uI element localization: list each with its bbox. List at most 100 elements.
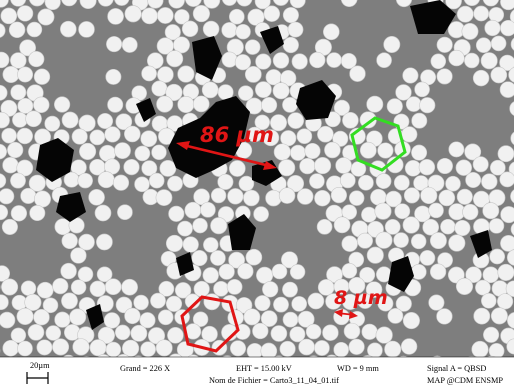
fiber-section: [395, 295, 412, 312]
fiber-section: [112, 174, 130, 191]
fiber-section: [60, 20, 77, 38]
fiber-section: [89, 129, 106, 146]
small-measure-label: 8 µm: [334, 287, 388, 309]
fiber-section: [270, 325, 288, 342]
fiber-section: [7, 141, 24, 159]
fiber-section: [134, 176, 150, 193]
fiber-section: [357, 232, 373, 249]
fiber-section: [24, 293, 42, 311]
fiber-section: [63, 171, 80, 188]
fiber-section: [429, 263, 447, 280]
fiber-section: [96, 266, 113, 283]
fiber-section: [192, 95, 210, 113]
fiber-section: [489, 248, 506, 265]
fiber-section: [475, 37, 492, 53]
fiber-section: [455, 159, 472, 176]
fiber-section: [33, 308, 50, 326]
fiber-section: [156, 95, 174, 113]
fiber-section: [247, 8, 265, 26]
fiber-section: [213, 280, 229, 297]
fiber-section: [0, 23, 6, 38]
fiber-section: [273, 143, 291, 161]
fiber-section: [27, 323, 45, 341]
fiber-section: [440, 218, 456, 235]
fiber-section: [376, 52, 392, 68]
fiber-section: [499, 171, 514, 188]
fiber-section: [200, 201, 216, 218]
fiber-section: [157, 66, 174, 83]
fiber-section: [94, 204, 112, 222]
fiber-section: [115, 296, 133, 314]
fiber-section: [26, 21, 43, 38]
fiber-section: [0, 51, 10, 69]
fiber-section: [473, 307, 491, 325]
fiber-section: [10, 205, 28, 222]
fiber-section: [237, 85, 254, 101]
fiber-section: [256, 266, 274, 284]
fiber-section: [16, 159, 34, 177]
fiber-section: [97, 0, 114, 7]
fiber-section: [10, 327, 27, 344]
fiber-section: [8, 21, 26, 39]
fiber-section: [20, 187, 37, 204]
fiber-section: [79, 0, 97, 9]
fiber-section: [192, 217, 208, 234]
fiber-section: [291, 296, 308, 312]
fiber-section: [44, 115, 61, 132]
fiber-section: [438, 189, 456, 207]
fiber-section: [377, 142, 394, 159]
fiber-section: [173, 36, 190, 54]
fiber-section: [472, 156, 489, 173]
fiber-section: [281, 251, 298, 269]
fiber-section: [490, 35, 507, 52]
fiber-section: [0, 84, 8, 101]
fiber-section: [243, 189, 260, 207]
fiber-section: [405, 96, 422, 112]
fiber-section: [139, 312, 156, 329]
fiber-section: [79, 142, 97, 160]
fiber-section: [326, 52, 342, 68]
fiber-section: [436, 68, 453, 85]
fiber-section: [430, 53, 447, 70]
fiber-section: [260, 342, 278, 357]
fiber-section: [114, 0, 130, 6]
fiber-section: [61, 292, 78, 310]
fiber-section: [252, 322, 269, 340]
fiber-section: [254, 0, 271, 10]
fiber-section: [203, 237, 219, 253]
fiber-section: [361, 206, 377, 223]
fiber-section: [115, 113, 133, 131]
fiber-section: [192, 311, 209, 327]
fiber-section: [97, 171, 115, 189]
fiber-section: [343, 322, 361, 340]
fiber-section: [255, 81, 272, 98]
fiber-section: [330, 187, 348, 204]
porosity-void: [410, 0, 456, 34]
fiber-section: [326, 354, 338, 357]
fiber-section: [226, 279, 243, 295]
fiber-section: [348, 338, 365, 355]
fiber-section: [271, 263, 288, 280]
fiber-section: [16, 5, 34, 22]
fiber-section: [289, 144, 307, 161]
fiber-section: [19, 39, 36, 57]
fiber-section: [141, 160, 158, 177]
fiber-section: [419, 250, 436, 266]
fiber-section: [500, 235, 514, 252]
fiber-section: [272, 82, 290, 100]
fiber-section: [305, 323, 322, 340]
fiber-section: [96, 233, 113, 251]
fiber-section: [418, 159, 436, 176]
fiber-section: [235, 297, 253, 314]
working-distance-readout: WD = 9 mm: [337, 364, 379, 373]
fiber-section: [500, 206, 514, 224]
fiber-section: [359, 141, 377, 159]
fiber-section: [165, 83, 183, 101]
fiber-section: [36, 281, 54, 299]
fiber-section: [489, 159, 506, 176]
fiber-section: [414, 81, 430, 98]
fiber-section: [402, 67, 419, 84]
porosity-void: [260, 26, 284, 54]
fiber-section: [96, 295, 114, 313]
fiber-section: [42, 297, 59, 314]
